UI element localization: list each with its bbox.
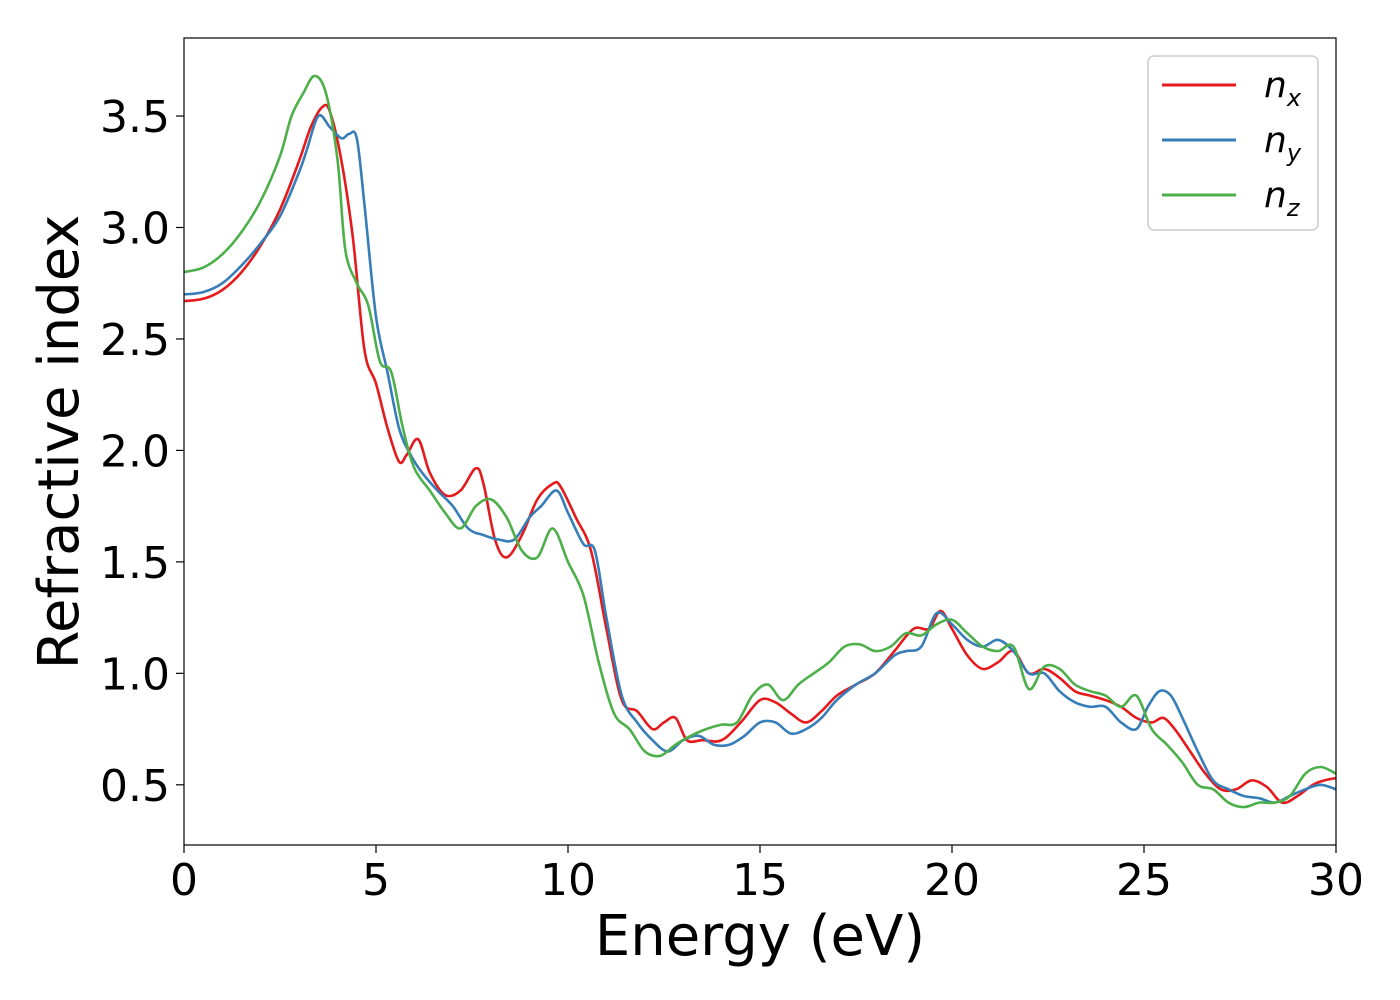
legend-label-n-x: nx: [1264, 65, 1302, 112]
x-tick-label: 20: [924, 855, 980, 906]
legend-label-n-y: ny: [1264, 120, 1302, 167]
y-axis-ticks: 0.5 1.0 1.5 2.0 2.5 3.0 3.5: [100, 92, 184, 812]
y-tick-label: 1.0: [100, 649, 170, 700]
x-tick-label: 0: [170, 855, 198, 906]
x-tick-label: 30: [1308, 855, 1364, 906]
y-tick-label: 2.0: [100, 426, 170, 477]
y-axis-title: Refractive index: [27, 215, 92, 670]
x-tick-label: 10: [540, 855, 596, 906]
x-tick-label: 15: [732, 855, 788, 906]
series-line-n-z: [184, 74, 1336, 809]
y-tick-label: 3.5: [100, 92, 170, 143]
series-layer: [184, 74, 1336, 809]
legend: nx ny nz: [1147, 55, 1319, 231]
y-tick-label: 3.0: [100, 203, 170, 254]
x-axis-ticks: 0 5 10 15 20 25 30: [170, 845, 1364, 906]
legend-label-n-z: nz: [1264, 175, 1301, 222]
x-tick-label: 5: [362, 855, 390, 906]
y-tick-label: 1.5: [100, 538, 170, 589]
y-tick-label: 0.5: [100, 761, 170, 812]
x-tick-label: 25: [1116, 855, 1172, 906]
x-axis-title: Energy (eV): [595, 904, 925, 969]
legend-box: [1147, 55, 1319, 231]
y-tick-label: 2.5: [100, 315, 170, 366]
